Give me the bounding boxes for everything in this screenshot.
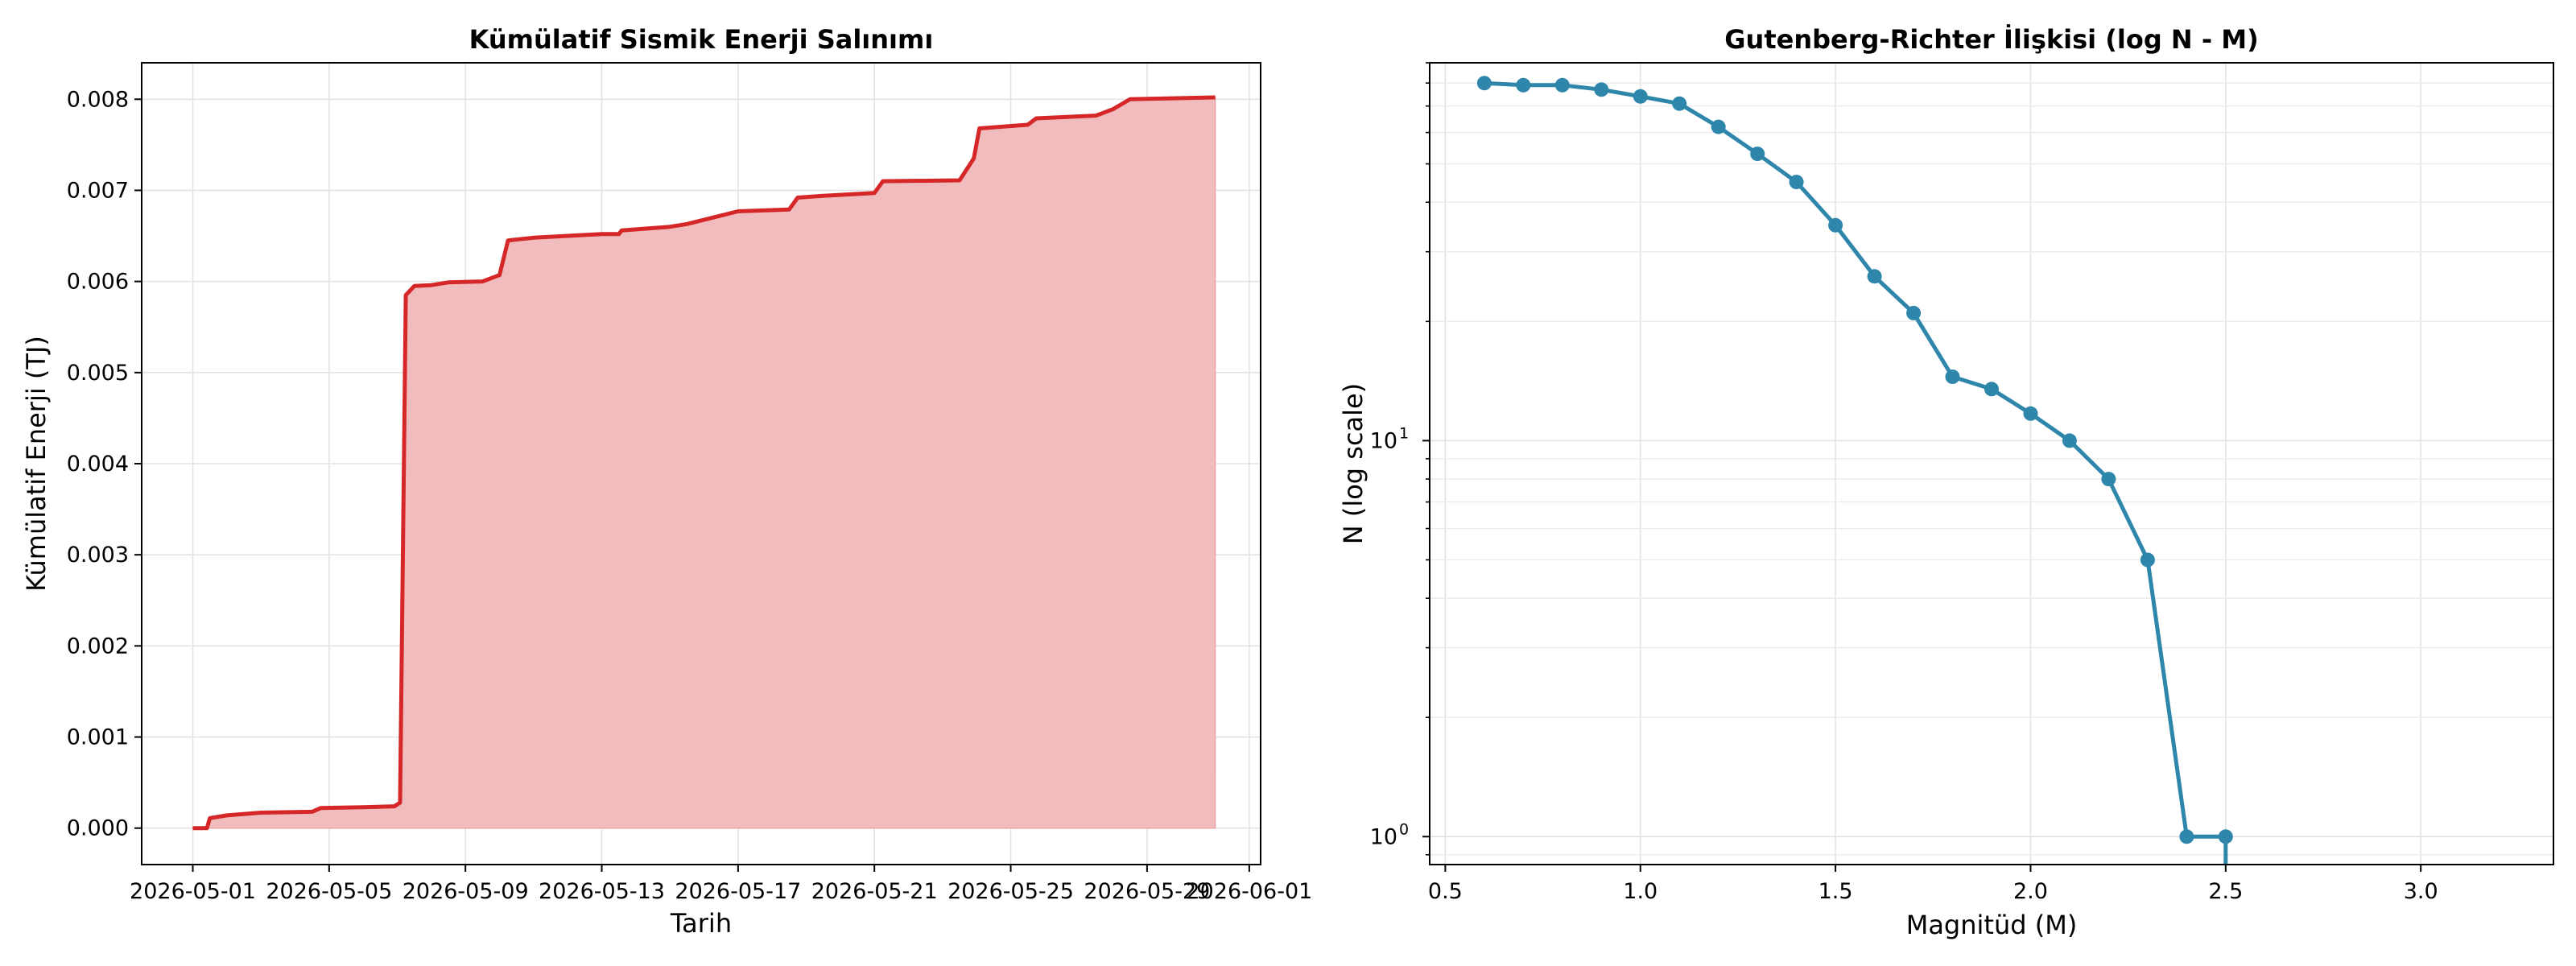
x-tick-label: 2026-05-21 xyxy=(811,879,938,904)
y-tick-layer: 0.000 0.001 0.002 0.003 0.004 0.005 0.006 0.007… xyxy=(67,87,142,841)
y-tick-label: 0.007 xyxy=(67,178,129,203)
y-tick-label: 0.000 xyxy=(67,816,129,841)
data-point xyxy=(2140,552,2155,568)
x-tick-layer: 2026-05-01 2026-05-05 2026-05-09 2026-05-13… xyxy=(130,865,1312,904)
series-layer xyxy=(192,95,1216,831)
data-point xyxy=(2023,406,2038,421)
x-axis-label: Tarih xyxy=(670,908,732,939)
data-point xyxy=(1867,269,1882,284)
x-tick-label: 2.0 xyxy=(2013,879,2048,904)
plot-background xyxy=(1430,63,2553,865)
chart-title: Gutenberg-Richter İlişkisi (log N - M) xyxy=(1724,24,2258,55)
data-point xyxy=(1516,77,1531,93)
series-layer xyxy=(1476,76,2233,865)
x-tick-label: 2026-05-25 xyxy=(947,879,1074,904)
data-point xyxy=(1476,76,1492,91)
x-tick-label: 2026-06-01 xyxy=(1186,879,1312,904)
plot-frame xyxy=(1429,62,2554,865)
data-point xyxy=(2179,829,2194,844)
data-point xyxy=(1594,82,1609,97)
series-line xyxy=(192,95,1216,831)
x-tick-label: 1.0 xyxy=(1623,879,1657,904)
y-tick-label: 10 xyxy=(1370,824,1397,849)
y-tick-exponent: 1 xyxy=(1399,424,1409,442)
data-point xyxy=(1711,119,1726,134)
y-tick-label: 0.004 xyxy=(67,452,129,477)
data-point xyxy=(1828,217,1843,233)
x-tick-label: 2026-05-01 xyxy=(130,879,256,904)
x-tick-label: 3.0 xyxy=(2404,879,2438,904)
data-point xyxy=(1750,147,1765,162)
y-tick-label: 0.006 xyxy=(67,270,129,295)
grid xyxy=(1430,62,2553,865)
x-tick-label: 2.5 xyxy=(2208,879,2243,904)
y-tick-label: 10 xyxy=(1370,428,1397,453)
data-point xyxy=(1554,77,1570,93)
x-tick-label: 0.5 xyxy=(1428,879,1463,904)
data-point xyxy=(1906,305,1922,320)
data-point xyxy=(2062,433,2077,448)
x-tick-label: 2026-05-29 xyxy=(1084,879,1210,904)
data-point xyxy=(1945,369,1960,384)
y-tick-label: 0.008 xyxy=(67,87,129,112)
data-point xyxy=(1633,89,1648,104)
x-tick-label: 2026-05-09 xyxy=(402,879,529,904)
y-axis-label: N (log scale) xyxy=(1338,383,1368,544)
y-tick-label: 0.001 xyxy=(67,725,129,750)
data-point xyxy=(1984,382,1999,397)
y-tick-label: 0.002 xyxy=(67,634,129,658)
data-point xyxy=(1672,96,1687,111)
chart-title: Kümülatif Sismik Enerji Salınımı xyxy=(469,24,934,55)
data-point xyxy=(2101,472,2116,487)
x-axis-label: Magnitüd (M) xyxy=(1906,910,2078,940)
x-tick-label: 2026-05-05 xyxy=(266,879,392,904)
x-tick-label: 2026-05-13 xyxy=(539,879,665,904)
x-tick-layer: 0.5 1.0 1.5 2.0 2.5 3.0 xyxy=(1428,865,2438,904)
data-point xyxy=(1789,175,1804,190)
x-tick-label: 2026-05-17 xyxy=(675,879,801,904)
data-point xyxy=(2218,829,2233,844)
y-axis-label: Kümülatif Enerji (TJ) xyxy=(21,336,52,592)
y-tick-label: 0.005 xyxy=(67,361,129,386)
cumulative-energy-chart: 2026-05-01 2026-05-05 2026-05-09 2026-05-13… xyxy=(21,24,1312,939)
x-tick-label: 1.5 xyxy=(1818,879,1853,904)
y-tick-label: 0.003 xyxy=(67,543,129,568)
y-tick-exponent: 0 xyxy=(1399,820,1409,838)
